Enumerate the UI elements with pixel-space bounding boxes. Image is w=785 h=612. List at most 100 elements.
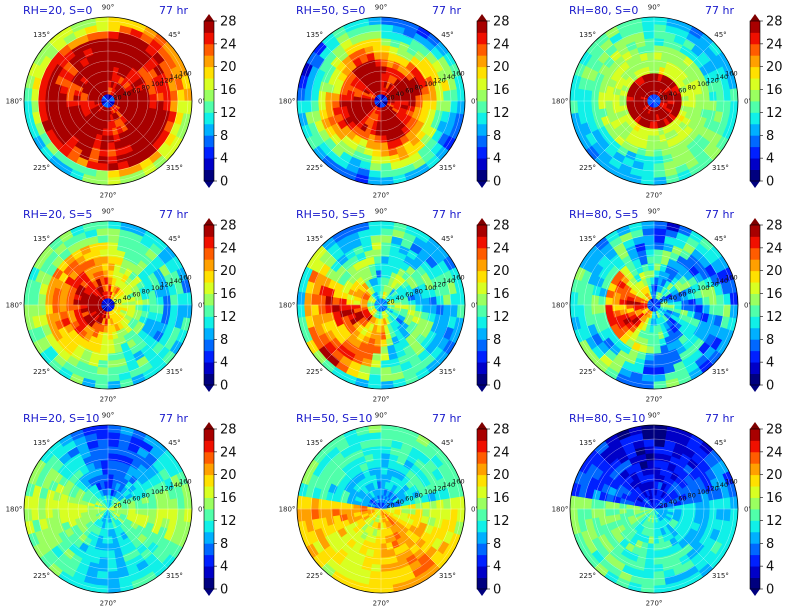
field-cell — [449, 304, 459, 318]
field-cell — [297, 87, 306, 102]
angle-tick-label: 270° — [373, 396, 390, 404]
colorbar-segment — [204, 350, 214, 363]
panel-p12: 20 40 60 80 10012014016090°45°0°315°270°225°… — [552, 208, 783, 404]
field-cell — [176, 292, 186, 306]
colorbar-tick-label: 28 — [766, 15, 783, 30]
colorbar-tick-label: 0 — [220, 175, 228, 190]
colorbar-tick-label: 0 — [493, 379, 501, 394]
time-label: 77 hr — [159, 4, 188, 17]
colorbar-segment — [750, 135, 760, 148]
field-cell — [107, 425, 122, 434]
field-cell — [369, 438, 382, 448]
field-cell — [653, 58, 661, 67]
field-cell — [449, 496, 459, 510]
colorbar-under-arrow — [204, 181, 214, 188]
field-cell — [107, 234, 120, 244]
colorbar-segment — [750, 463, 760, 476]
colorbar-segment — [750, 554, 760, 567]
colorbar-tick-label: 20 — [766, 60, 783, 75]
panel-p00: 20 40 60 80 10012014016090°45°0°315°270°225°… — [6, 4, 237, 200]
angle-tick-label: 180° — [279, 98, 296, 106]
panel-p01: 20 40 60 80 10012014016090°45°0°315°270°225°… — [279, 4, 510, 200]
field-cell — [576, 304, 586, 318]
field-cell — [368, 431, 382, 441]
field-cell — [162, 498, 172, 510]
colorbar-tick-label: 20 — [220, 264, 237, 279]
polar-frame — [23, 16, 193, 186]
colorbar-segment — [204, 293, 214, 306]
field-cell — [345, 503, 354, 510]
angle-tick-label: 270° — [646, 396, 663, 404]
panel-title: RH=80, S=10 — [569, 412, 645, 425]
panel-p21: 20 40 60 80 10012014016090°45°0°315°270°225°… — [279, 412, 510, 608]
field-cell — [58, 92, 67, 102]
field-cell — [653, 438, 666, 448]
angle-tick-label: 270° — [373, 192, 390, 200]
colorbar-segment — [477, 554, 487, 567]
colorbar-segment — [477, 293, 487, 306]
field-cell — [449, 88, 459, 102]
field-cell — [576, 88, 586, 102]
grid-spoke — [48, 304, 109, 365]
colorbar-segment — [204, 373, 214, 386]
angle-tick-label: 45° — [168, 31, 180, 39]
colorbar-tick-label: 8 — [220, 129, 228, 144]
colorbar-under-arrow — [477, 385, 487, 392]
field-cell — [570, 87, 579, 102]
radial-tick-label: 40 — [123, 294, 131, 302]
field-cell — [135, 508, 144, 515]
radial-tick-label: 100 — [424, 284, 436, 292]
angle-tick-label: 180° — [6, 98, 23, 106]
colorbar-tick-label: 24 — [493, 241, 510, 256]
grid-spoke — [594, 100, 655, 161]
angle-tick-label: 180° — [552, 302, 569, 310]
field-cell — [640, 176, 655, 185]
field-cell — [107, 276, 113, 285]
field-cell — [65, 502, 74, 510]
radial-tick-label: 160 — [179, 70, 191, 78]
field-cell — [590, 508, 600, 520]
field-cell — [107, 570, 120, 580]
colorbar-segment — [477, 509, 487, 521]
field-cell — [590, 304, 600, 316]
radial-tick-label: 140 — [170, 481, 182, 489]
colorbar-segment — [477, 520, 487, 533]
field-cell — [372, 550, 382, 559]
polar-frame — [296, 220, 466, 390]
field-cell — [368, 577, 382, 587]
radial-tick-label: 80 — [142, 491, 150, 499]
field-cell — [135, 304, 144, 311]
field-cell — [653, 227, 667, 237]
field-cell — [695, 304, 704, 314]
polar-frame — [23, 220, 193, 390]
field-cell — [96, 366, 109, 376]
colorbar-segment — [204, 316, 214, 329]
field-cell — [376, 529, 382, 538]
colorbar-tick-label: 16 — [766, 287, 783, 302]
radial-tick-label: 100 — [151, 488, 163, 496]
field-cell — [72, 95, 81, 102]
field-cell — [401, 508, 410, 514]
radial-tick-label: 80 — [688, 491, 696, 499]
angle-tick-label: 135° — [579, 439, 596, 447]
field-cell — [653, 563, 665, 573]
colorbar-segment — [477, 543, 487, 556]
radial-tick-label: 80 — [688, 287, 696, 295]
field-cell — [107, 58, 115, 67]
angle-tick-label: 315° — [166, 368, 183, 376]
colorbar-segment — [204, 32, 214, 45]
grid-spoke — [653, 100, 714, 161]
colorbar-segment — [204, 305, 214, 317]
radial-tick-label: 140 — [716, 73, 728, 81]
colorbar-under-arrow — [477, 181, 487, 188]
colorbar-tick-label: 24 — [220, 241, 237, 256]
radial-tick-label: 60 — [132, 495, 140, 503]
colorbar-tick-label: 4 — [220, 356, 228, 371]
field-cell — [107, 155, 119, 165]
field-cell — [317, 100, 327, 112]
angle-tick-label: 270° — [373, 600, 390, 608]
field-cell — [708, 90, 718, 102]
colorbar-segment — [204, 486, 214, 498]
colorbar-tick-label: 4 — [766, 152, 774, 167]
panel-title: RH=50, S=10 — [296, 412, 372, 425]
